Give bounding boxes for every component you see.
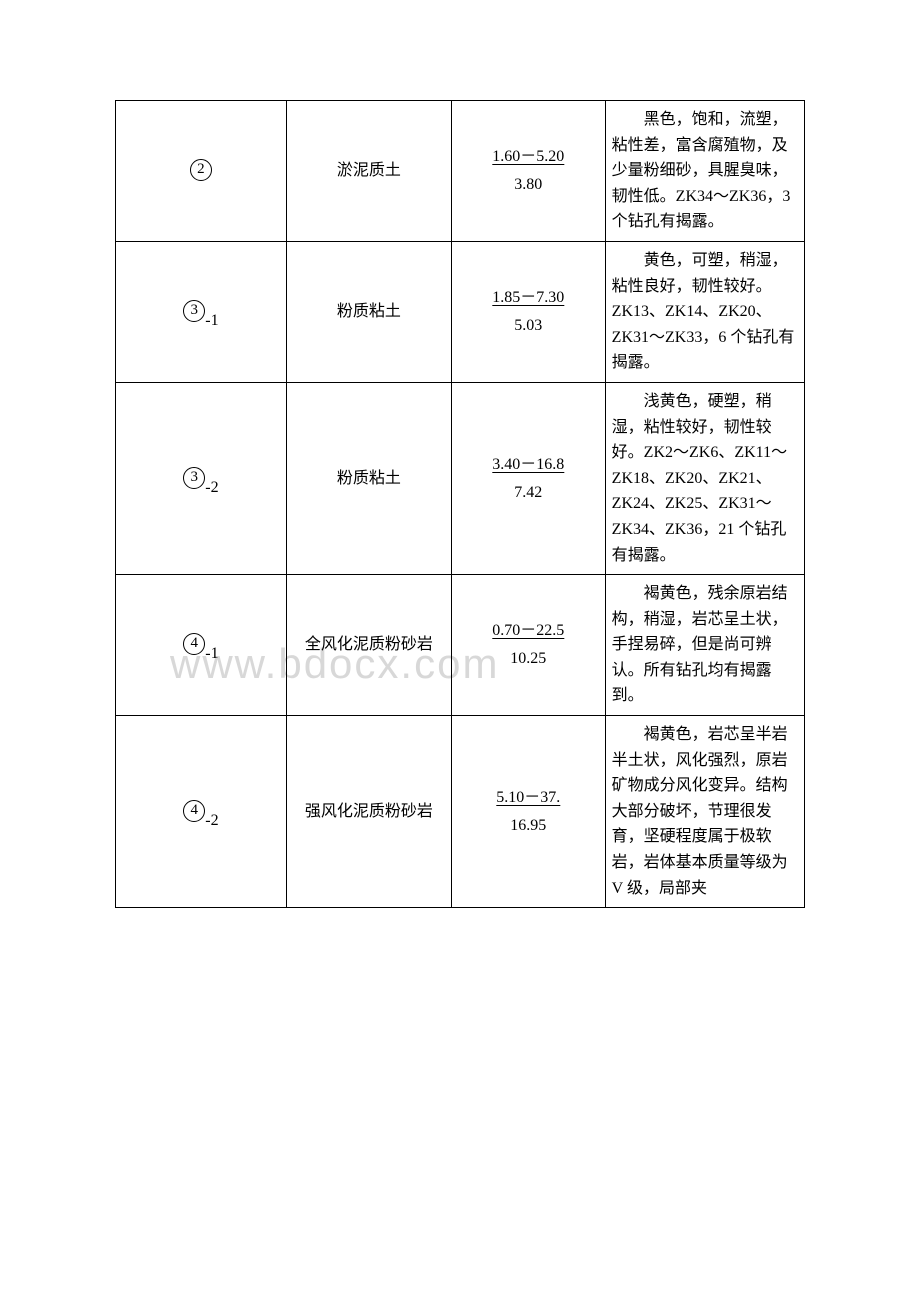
thickness-range: 3.40－16.8 xyxy=(492,456,564,473)
layer-number: 4 xyxy=(183,633,205,655)
table-row: 4-1 全风化泥质粉砂岩 0.70－22.5 10.25 褐黄色，残余原岩结构，… xyxy=(116,575,805,716)
thickness-cell: 1.60－5.20 3.80 xyxy=(451,101,605,242)
layer-cell: 3-1 xyxy=(116,241,287,382)
thickness-cell: 5.10－37. 16.95 xyxy=(451,716,605,908)
thickness-cell: 1.85－7.30 5.03 xyxy=(451,241,605,382)
name-cell: 全风化泥质粉砂岩 xyxy=(286,575,451,716)
thickness-range: 0.70－22.5 xyxy=(492,622,564,639)
layer-cell: 2 xyxy=(116,101,287,242)
table-body: 2 淤泥质土 1.60－5.20 3.80 黑色，饱和，流塑，粘性差，富含腐殖物… xyxy=(116,101,805,908)
layer-subscript: -2 xyxy=(205,812,218,829)
geology-table: 2 淤泥质土 1.60－5.20 3.80 黑色，饱和，流塑，粘性差，富含腐殖物… xyxy=(115,100,805,908)
description-cell: 浅黄色，硬塑，稍湿，粘性较好，韧性较好。ZK2～ZK6、ZK11～ZK18、ZK… xyxy=(605,382,804,574)
thickness-avg: 10.25 xyxy=(456,646,601,672)
description-cell: 褐黄色，岩芯呈半岩半土状，风化强烈，原岩矿物成分风化变异。结构大部分破坏，节理很… xyxy=(605,716,804,908)
description-cell: 褐黄色，残余原岩结构，稍湿，岩芯呈土状，手捏易碎，但是尚可辨认。所有钻孔均有揭露… xyxy=(605,575,804,716)
thickness-avg: 3.80 xyxy=(456,172,601,198)
thickness-range: 5.10－37. xyxy=(496,789,560,806)
thickness-cell: 3.40－16.8 7.42 xyxy=(451,382,605,574)
layer-subscript: -1 xyxy=(205,312,218,329)
thickness-avg: 16.95 xyxy=(456,813,601,839)
table-row: 3-2 粉质粘土 3.40－16.8 7.42 浅黄色，硬塑，稍湿，粘性较好，韧… xyxy=(116,382,805,574)
description-text: 浅黄色，硬塑，稍湿，粘性较好，韧性较好。ZK2～ZK6、ZK11～ZK18、ZK… xyxy=(612,393,787,564)
layer-cell: 4-2 xyxy=(116,716,287,908)
table-row: 3-1 粉质粘土 1.85－7.30 5.03 黄色，可塑，稍湿，粘性良好，韧性… xyxy=(116,241,805,382)
description-cell: 黑色，饱和，流塑，粘性差，富含腐殖物，及少量粉细砂，具腥臭味，韧性低。ZK34～… xyxy=(605,101,804,242)
thickness-range: 1.60－5.20 xyxy=(492,148,564,165)
layer-cell: 3-2 xyxy=(116,382,287,574)
layer-symbol: 3-2 xyxy=(183,467,218,492)
layer-subscript: -1 xyxy=(205,645,218,662)
description-text: 黑色，饱和，流塑，粘性差，富含腐殖物，及少量粉细砂，具腥臭味，韧性低。ZK34～… xyxy=(612,111,791,230)
description-text: 褐黄色，岩芯呈半岩半土状，风化强烈，原岩矿物成分风化变异。结构大部分破坏，节理很… xyxy=(612,726,788,897)
layer-number: 4 xyxy=(183,800,205,822)
thickness-cell: 0.70－22.5 10.25 xyxy=(451,575,605,716)
description-text: 褐黄色，残余原岩结构，稍湿，岩芯呈土状，手捏易碎，但是尚可辨认。所有钻孔均有揭露… xyxy=(612,585,788,704)
description-text: 黄色，可塑，稍湿，粘性良好，韧性较好。ZK13、ZK14、ZK20、ZK31～Z… xyxy=(612,252,795,371)
table-row: 4-2 强风化泥质粉砂岩 5.10－37. 16.95 褐黄色，岩芯呈半岩半土状… xyxy=(116,716,805,908)
layer-number: 2 xyxy=(190,159,212,181)
layer-number: 3 xyxy=(183,467,205,489)
name-cell: 粉质粘土 xyxy=(286,382,451,574)
layer-symbol: 4-1 xyxy=(183,633,218,658)
thickness-avg: 5.03 xyxy=(456,313,601,339)
name-cell: 强风化泥质粉砂岩 xyxy=(286,716,451,908)
layer-symbol: 4-2 xyxy=(183,800,218,825)
layer-number: 3 xyxy=(183,300,205,322)
layer-symbol: 2 xyxy=(190,159,212,184)
thickness-range: 1.85－7.30 xyxy=(492,289,564,306)
table-row: 2 淤泥质土 1.60－5.20 3.80 黑色，饱和，流塑，粘性差，富含腐殖物… xyxy=(116,101,805,242)
description-cell: 黄色，可塑，稍湿，粘性良好，韧性较好。ZK13、ZK14、ZK20、ZK31～Z… xyxy=(605,241,804,382)
thickness-avg: 7.42 xyxy=(456,480,601,506)
layer-symbol: 3-1 xyxy=(183,300,218,325)
name-cell: 粉质粘土 xyxy=(286,241,451,382)
layer-subscript: -2 xyxy=(205,479,218,496)
layer-cell: 4-1 xyxy=(116,575,287,716)
name-cell: 淤泥质土 xyxy=(286,101,451,242)
